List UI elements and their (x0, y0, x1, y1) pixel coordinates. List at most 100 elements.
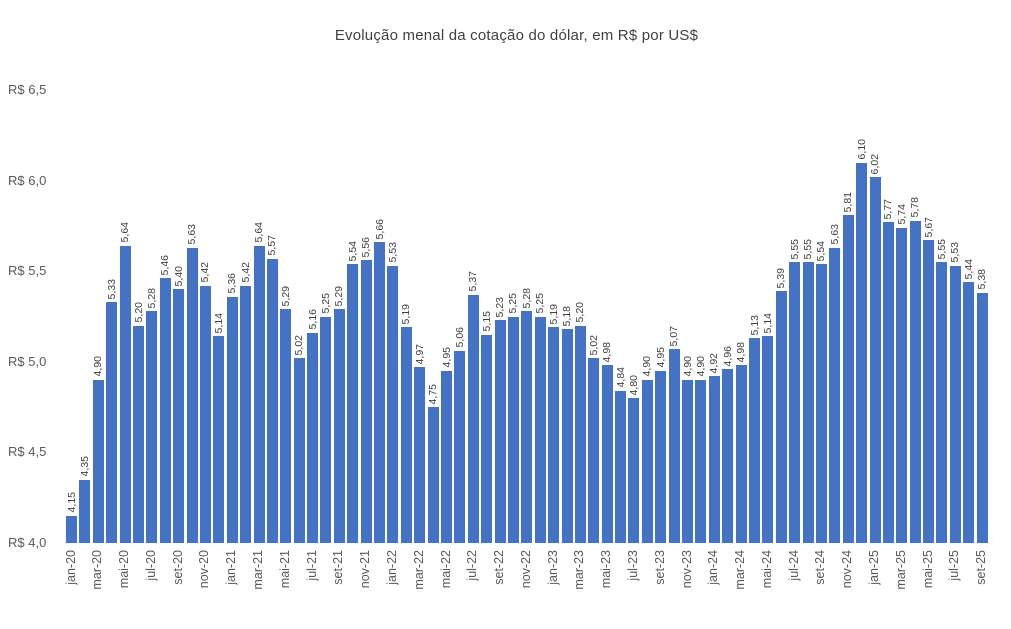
bar-value-label: 5,07 (668, 325, 681, 347)
bar-value-label: 5,56 (360, 236, 373, 258)
x-axis-tick-label: mai-22 (438, 550, 453, 589)
chart-title: Evolução menal da cotação do dólar, em R… (334, 27, 699, 44)
bar-value-label: 4,80 (627, 374, 640, 395)
bar-value-label: 4,90 (694, 356, 707, 377)
bar-value-label: 5,20 (574, 302, 587, 323)
x-axis-tick-label: mai-21 (277, 550, 292, 589)
bar-abr-21 (266, 258, 278, 543)
x-axis-tick-label: set-21 (331, 550, 346, 585)
bar-out-24 (829, 247, 841, 543)
bar-jul-23 (628, 398, 640, 543)
x-axis-tick-label: jul-23 (625, 550, 640, 581)
bar-value-label: 5,66 (373, 218, 386, 240)
bar-value-label: 5,25 (507, 293, 520, 314)
bar-mar-21 (253, 245, 265, 543)
bar-jul-21 (307, 332, 318, 543)
bar-jan-20 (66, 515, 77, 543)
bar-value-label: 5,25 (319, 293, 332, 314)
x-axis-tick-label: mar-21 (251, 550, 265, 590)
x-axis-tick-label: mai-20 (117, 550, 132, 589)
bar-value-label: 5,63 (186, 224, 198, 245)
bar-value-label: 5,53 (949, 242, 962, 263)
bar-value-label: 6,02 (869, 153, 881, 174)
bar-value-label: 5,57 (266, 235, 279, 256)
bar-value-label: 5,19 (400, 303, 413, 325)
x-axis-tick-label: jan-23 (545, 550, 560, 585)
bar-value-label: 5,19 (547, 303, 560, 325)
bar-jun-21 (293, 358, 305, 543)
bar-value-label: 5,54 (815, 240, 828, 261)
bar-mar-22 (414, 367, 426, 543)
bar-abr-22 (427, 407, 439, 543)
bar-jun-23 (615, 390, 626, 543)
bar-jun-20 (133, 325, 144, 543)
bar-fev-24 (722, 369, 734, 543)
bar-ago-24 (802, 262, 814, 543)
bar-value-label: 5,02 (587, 334, 600, 356)
bar-ago-23 (641, 379, 653, 543)
bar-value-label: 5,02 (293, 334, 306, 356)
x-axis-tick-label: jul-24 (786, 550, 801, 581)
bar-set-22 (494, 320, 506, 543)
x-axis-tick-label: jul-20 (143, 550, 158, 581)
bar-value-label: 5,25 (534, 293, 547, 314)
bar-value-label: 4,75 (427, 383, 440, 405)
x-axis-tick-label: set-25 (974, 550, 989, 585)
bar-value-label: 5,36 (226, 273, 239, 294)
bar-value-label: 4,90 (681, 356, 694, 377)
bar-value-label: 5,44 (962, 258, 975, 280)
bar-value-label: 5,29 (279, 285, 292, 307)
bar-fev-25 (882, 222, 894, 543)
bar-value-label: 5,42 (239, 262, 252, 283)
bar-value-label: 5,81 (842, 191, 855, 212)
bar-mar-24 (735, 365, 747, 543)
bar-dez-24 (856, 162, 868, 543)
x-axis-tick-label: jan-21 (224, 550, 239, 585)
bar-mar-20 (92, 379, 104, 543)
bar-value-label: 5,64 (119, 222, 132, 243)
bar-value-label: 5,55 (788, 238, 801, 260)
y-axis-tick-label: R$ 5,5 (8, 263, 47, 279)
bar-fev-23 (561, 329, 573, 543)
x-axis-tick-label: nov-22 (518, 550, 533, 589)
x-axis-tick-label: set-23 (652, 550, 667, 585)
x-axis-tick-label: mai-23 (599, 550, 614, 589)
x-axis-tick-label: jan-20 (63, 550, 78, 585)
x-axis-tick-label: mar-23 (572, 550, 587, 590)
bar-value-label: 4,15 (65, 492, 78, 513)
x-axis-tick-label: mar-22 (411, 550, 426, 590)
bar-value-label: 4,84 (614, 367, 627, 388)
bar-value-label: 5,78 (909, 197, 922, 218)
bar-out-21 (347, 264, 359, 543)
bar-ago-22 (481, 334, 493, 543)
bar-abr-23 (588, 358, 600, 543)
x-axis-tick-label: nov-20 (197, 550, 212, 589)
bar-value-label: 4,95 (440, 347, 453, 368)
y-axis-tick-label: R$ 5,0 (8, 353, 47, 369)
bar-out-22 (507, 316, 519, 543)
bar-value-label: 4,98 (735, 341, 748, 363)
bar-value-label: 5,13 (748, 314, 761, 336)
x-axis-tick-label: jul-22 (465, 550, 480, 581)
bar-mai-23 (601, 365, 613, 543)
bar-set-21 (333, 309, 345, 543)
bar-value-label: 4,92 (708, 352, 721, 374)
y-axis-tick-label: R$ 4,5 (8, 444, 47, 460)
x-axis-tick-label: jan-22 (384, 550, 399, 585)
bar-dez-21 (374, 242, 385, 543)
bar-ago-25 (963, 282, 975, 543)
bar-out-23 (668, 349, 680, 543)
bar-set-25 (976, 292, 988, 543)
bar-value-label: 4,97 (413, 343, 426, 365)
bar-value-label: 4,98 (601, 341, 614, 363)
bar-jun-25 (936, 262, 948, 543)
bar-out-20 (186, 247, 198, 543)
bar-nov-23 (682, 379, 693, 543)
bar-jun-24 (775, 291, 787, 543)
bar-value-label: 5,15 (480, 311, 493, 332)
bar-value-label: 5,46 (159, 254, 172, 276)
x-axis-tick-label: set-24 (813, 550, 828, 585)
bar-value-label: 6,10 (855, 139, 868, 160)
y-axis-tick-label: R$ 6,5 (8, 82, 47, 97)
bar-set-23 (655, 370, 667, 543)
